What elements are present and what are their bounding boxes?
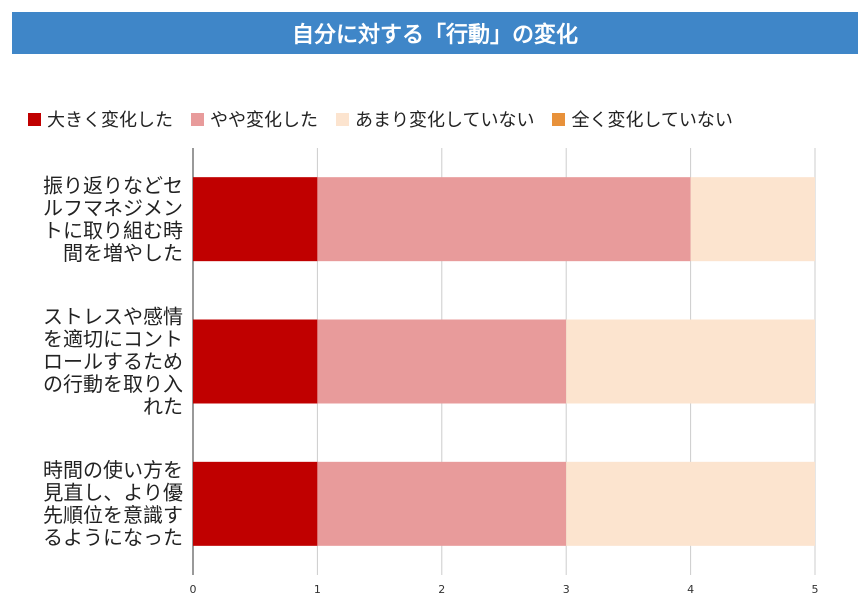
legend-item-little-change: あまり変化していない xyxy=(336,106,534,132)
bar-segment xyxy=(193,319,318,404)
bar-segment xyxy=(566,461,815,546)
x-tick-label: 3 xyxy=(563,583,570,596)
legend-item-no-change: 全く変化していない xyxy=(552,106,733,132)
bar-segment xyxy=(193,461,318,546)
x-tick-label: 4 xyxy=(687,583,694,596)
legend-label: あまり変化していない xyxy=(355,110,535,131)
category-label: ストレスや感情 xyxy=(43,305,183,329)
legend-swatch xyxy=(191,112,204,126)
category-label: 間を増やした xyxy=(63,241,183,265)
bar-segment xyxy=(193,177,318,262)
legend-label: やや変化した xyxy=(210,110,318,131)
legend-swatch xyxy=(552,112,566,126)
category-label: 振り返りなどセ xyxy=(43,173,183,197)
bar-segment xyxy=(317,177,691,262)
legend-item-large-change: 大きく変化した xyxy=(28,106,173,132)
legend-item-some-change: やや変化した xyxy=(191,106,318,132)
category-label: トに取り組む時 xyxy=(43,218,183,242)
x-tick-label: 2 xyxy=(438,583,445,596)
bar-segment xyxy=(317,461,567,546)
x-tick-label: 1 xyxy=(314,583,321,596)
chart-title: 自分に対する「行動」の変化 xyxy=(12,12,858,54)
x-tick-label: 0 xyxy=(190,583,197,596)
legend-label: 全く変化していない xyxy=(571,110,733,131)
legend-swatch xyxy=(28,112,41,126)
category-label: れた xyxy=(143,395,183,419)
bar-segment xyxy=(317,319,567,404)
category-label: の行動を取り入 xyxy=(43,372,183,396)
category-label: 時間の使い方を xyxy=(43,458,183,482)
category-label: るようになった xyxy=(43,526,183,550)
category-label: 先順位を意識す xyxy=(43,503,183,527)
legend-label: 大きく変化した xyxy=(47,110,173,131)
category-label: 見直し、より優 xyxy=(43,481,183,505)
legend-swatch xyxy=(336,112,349,126)
category-label: ロールするため xyxy=(43,350,183,374)
bar-segment xyxy=(566,319,815,404)
x-tick-label: 5 xyxy=(812,583,819,596)
category-label: ルフマネジメン xyxy=(43,196,183,220)
legend: 大きく変化した やや変化した あまり変化していない 全く変化していない xyxy=(28,104,733,134)
bar-segment xyxy=(690,177,815,262)
category-label: を適切にコント xyxy=(43,327,183,351)
